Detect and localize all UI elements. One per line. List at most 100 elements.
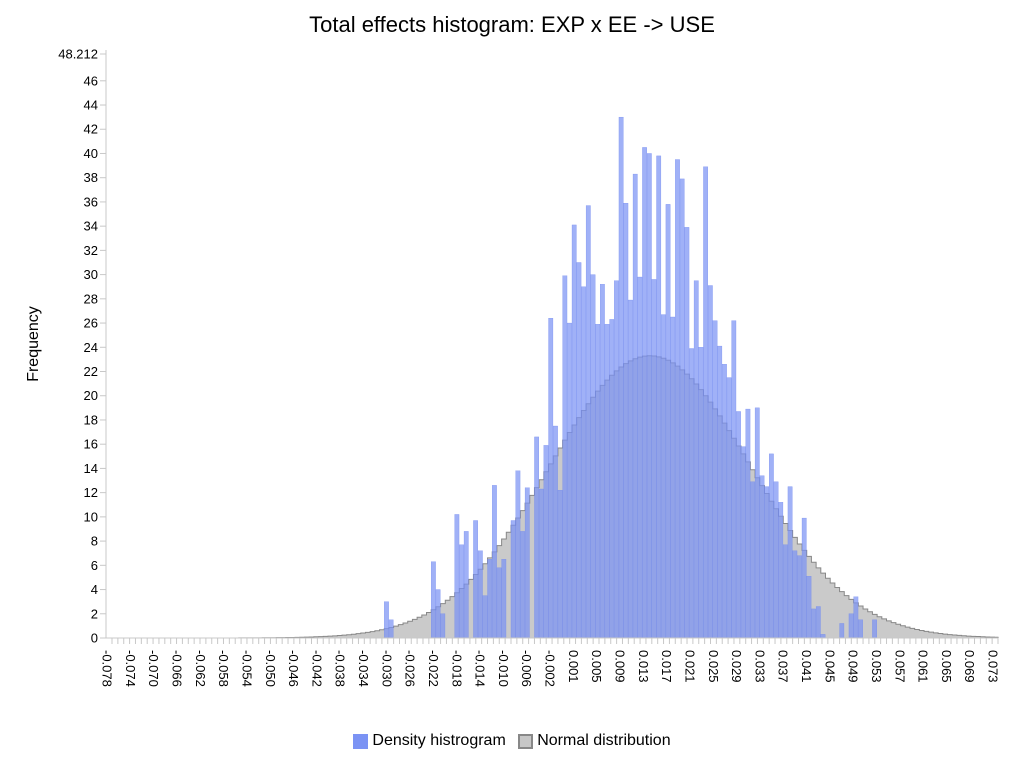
x-tick-label: 0.069: [962, 650, 977, 683]
x-tick-label-group: -0.066: [170, 650, 185, 687]
histogram-bar: [651, 279, 657, 639]
histogram-bar: [562, 275, 568, 639]
y-tick-label: 20: [84, 388, 98, 403]
histogram-bar: [717, 345, 723, 639]
histogram-bar: [703, 166, 708, 639]
legend-swatch-normal: [518, 733, 534, 749]
histogram-bar: [628, 299, 633, 639]
histogram-bar: [435, 589, 441, 639]
y-tick-label: 32: [84, 243, 98, 258]
x-tick-label-group: 0.041: [799, 650, 814, 683]
histogram-bar: [477, 550, 483, 639]
histogram-bar: [745, 408, 751, 639]
x-tick-label-group: -0.026: [403, 650, 418, 687]
histogram-bar: [585, 205, 591, 639]
histogram-bar: [600, 284, 605, 639]
x-tick-label-group: 0.045: [822, 650, 837, 683]
y-tick-label: 42: [84, 122, 98, 137]
histogram-bar: [614, 280, 619, 639]
histogram-bar: [557, 490, 563, 639]
x-tick-label-group: -0.018: [449, 650, 464, 687]
x-tick-label-group: -0.034: [356, 650, 371, 687]
histogram-bar: [539, 488, 544, 639]
x-tick-label-group: -0.054: [239, 650, 254, 687]
x-tick-label: 0.005: [589, 650, 604, 683]
x-tick-label: -0.078: [100, 650, 115, 687]
histogram-bar: [548, 318, 554, 639]
histogram-bar: [571, 224, 577, 639]
y-tick-label: 22: [84, 364, 98, 379]
y-tick-label: 16: [84, 437, 98, 452]
histogram-bar: [759, 475, 765, 639]
x-tick-label-group: 0.001: [566, 650, 581, 683]
x-tick-label: 0.045: [822, 650, 837, 683]
histogram-bar: [853, 596, 859, 639]
x-tick-label-group: 0.017: [659, 650, 674, 683]
x-tick-label-group: -0.058: [216, 650, 231, 687]
x-tick-label: 0.065: [939, 650, 954, 683]
x-tick-label-group: -0.070: [146, 650, 161, 687]
histogram-bar: [482, 595, 488, 639]
x-tick-label-group: -0.006: [519, 650, 534, 687]
y-tick-label: 0: [91, 631, 98, 646]
histogram-bar: [736, 411, 741, 639]
histogram-bar: [459, 544, 464, 639]
x-tick-label-group: 0.049: [846, 650, 861, 683]
y-tick-label: 34: [84, 219, 98, 234]
legend: Density histrogram Normal distribution: [0, 732, 1024, 754]
histogram-bar: [769, 453, 774, 639]
histogram-bar: [642, 147, 647, 639]
x-tick-label: -0.054: [239, 650, 254, 687]
legend-label-histogram: Density histrogram: [372, 732, 506, 749]
histogram-bar: [787, 486, 793, 639]
y-tick-label: 14: [84, 461, 98, 476]
x-tick-label: -0.062: [193, 650, 208, 687]
x-tick-label: -0.046: [286, 650, 301, 687]
histogram-bar: [801, 517, 807, 639]
histogram-bar: [689, 348, 694, 639]
x-tick-label: -0.042: [309, 650, 324, 687]
histogram-bar: [698, 347, 704, 639]
x-tick-label-group: 0.033: [752, 650, 767, 683]
legend-label-normal: Normal distribution: [537, 732, 671, 749]
y-tick-label: 38: [84, 170, 98, 185]
histogram-bar: [858, 619, 863, 639]
x-tick-label-group: -0.062: [193, 650, 208, 687]
x-tick-label: 0.025: [706, 650, 721, 683]
histogram-bar: [567, 322, 572, 639]
histogram-bar: [815, 606, 821, 639]
histogram-bar: [463, 531, 469, 639]
histogram-bar: [722, 364, 727, 639]
x-tick-label-group: -0.050: [263, 650, 278, 687]
histogram-bar: [524, 487, 530, 639]
x-tick-label: 0.021: [682, 650, 697, 683]
x-tick-label-group: 0.021: [682, 650, 697, 683]
y-tick-label: 8: [91, 534, 98, 549]
histogram-bar: [778, 502, 784, 639]
legend-swatch-histogram: [353, 733, 369, 749]
y-tick-label: 36: [84, 194, 98, 209]
histogram-bar: [661, 314, 666, 639]
y-tick-label: 46: [84, 73, 98, 88]
histogram-bar: [604, 324, 610, 639]
histogram-bar: [632, 173, 638, 639]
x-tick-label: 0.013: [636, 650, 651, 683]
x-tick-label-group: 0.065: [939, 650, 954, 683]
legend-item-normal[interactable]: Normal distribution: [518, 732, 671, 750]
y-tick-label: 12: [84, 485, 98, 500]
x-tick-label: 0.001: [566, 650, 581, 683]
histogram-bar: [637, 276, 643, 639]
histogram-bar: [501, 559, 507, 639]
x-tick-label-group: 0.069: [962, 650, 977, 683]
x-tick-label: 0.061: [916, 650, 931, 683]
x-tick-label: -0.034: [356, 650, 371, 687]
x-tick-label-group: -0.078: [100, 650, 115, 687]
x-tick-label-group: -0.030: [379, 650, 394, 687]
legend-item-histogram[interactable]: Density histrogram: [353, 732, 506, 750]
histogram-bar: [684, 227, 690, 639]
histogram-bar: [553, 425, 558, 639]
x-tick-label-group: 0.057: [892, 650, 907, 683]
histogram-bar: [754, 407, 760, 639]
x-tick-label-group: 0.013: [636, 650, 651, 683]
